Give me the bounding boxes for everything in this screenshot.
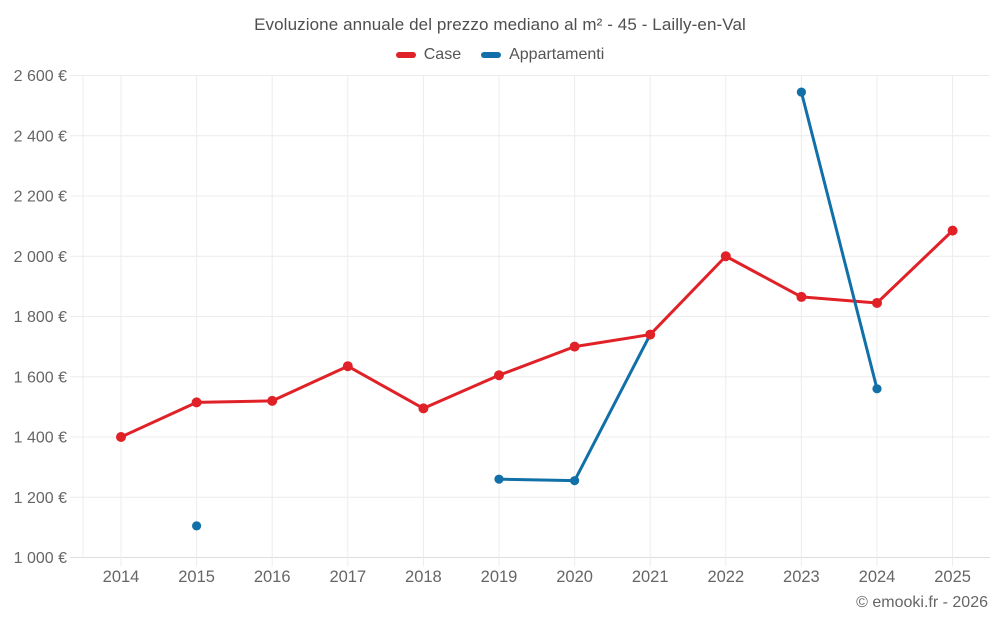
appartamenti-line — [799, 90, 879, 391]
case-point-2023[interactable] — [796, 291, 807, 302]
y-axis-tick-label: 1 800 € — [14, 309, 67, 326]
case-point-2022[interactable] — [720, 251, 731, 262]
case-line — [119, 229, 955, 439]
case-point-2020[interactable] — [569, 341, 580, 352]
case-series-swatch-icon — [395, 52, 416, 58]
legend-item-case[interactable]: Case — [395, 46, 462, 64]
x-axis-tick-label: 2016 — [254, 568, 291, 586]
x-axis-tick-label: 2017 — [329, 568, 366, 586]
x-axis-tick-label: 2015 — [178, 568, 215, 586]
x-axis-tick-label: 2019 — [481, 568, 518, 586]
appartamenti-point-2015[interactable] — [192, 521, 202, 531]
case-point-2014[interactable] — [116, 432, 126, 442]
copyright-text: © emooki.fr - 2026 — [856, 594, 988, 611]
legend-label-case: Case — [423, 46, 462, 63]
y-axis-tick-label: 1 200 € — [14, 490, 67, 507]
case-point-2015[interactable] — [191, 397, 202, 408]
legend-item-appartamenti[interactable]: Appartamenti — [481, 46, 604, 64]
legend-label-appartamenti: Appartamenti — [509, 46, 605, 63]
appartamenti-point-2020[interactable] — [570, 476, 580, 486]
case-point-2025[interactable] — [947, 225, 958, 236]
chart-title: Evoluzione annuale del prezzo mediano al… — [254, 15, 746, 34]
x-axis-tick-label: 2023 — [783, 568, 820, 586]
y-axis-tick-label: 2 600 € — [14, 68, 67, 85]
x-axis-tick-label: 2024 — [859, 568, 896, 586]
y-axis-tick-label: 2 400 € — [14, 128, 67, 145]
appartamenti-point-2023[interactable] — [796, 87, 807, 97]
x-axis-tick-label: 2025 — [934, 568, 971, 586]
case-point-2019[interactable] — [494, 370, 504, 381]
y-axis-tick-label: 1 600 € — [14, 369, 67, 386]
x-axis-tick-label: 2022 — [707, 568, 744, 586]
case-point-2018[interactable] — [418, 403, 429, 414]
y-axis-tick-label: 2 200 € — [14, 189, 67, 206]
x-axis-tick-label: 2018 — [405, 568, 442, 586]
x-axis-tick-label: 2021 — [632, 568, 669, 586]
case-point-2017[interactable] — [342, 361, 353, 372]
chart-legend: Case Appartamenti — [0, 46, 1000, 64]
case-point-2021[interactable] — [645, 329, 656, 340]
case-point-2024[interactable] — [872, 297, 882, 308]
y-axis-tick-label: 1 400 € — [14, 430, 67, 447]
x-axis-tick-label: 2014 — [103, 568, 140, 586]
appartamenti-series-swatch-icon — [481, 52, 502, 58]
y-axis-tick-label: 1 000 € — [14, 550, 67, 567]
case-point-2016[interactable] — [267, 395, 278, 406]
appartamenti-point-2019[interactable] — [494, 474, 504, 484]
appartamenti-point-2024[interactable] — [872, 384, 882, 394]
x-axis-tick-label: 2020 — [556, 568, 593, 586]
y-axis-tick-label: 2 000 € — [14, 249, 67, 266]
